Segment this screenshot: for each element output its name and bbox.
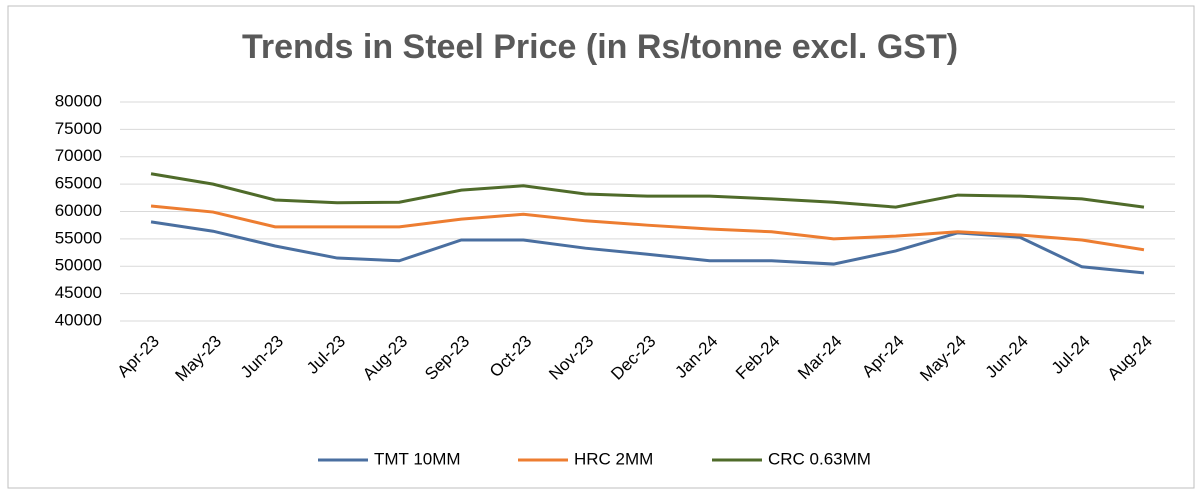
chart-frame [7, 5, 1195, 489]
y-tick-label: 75000 [55, 119, 102, 138]
y-tick-label: 65000 [55, 174, 102, 193]
y-tick-label: 80000 [55, 91, 102, 110]
legend-label: CRC 0.63MM [768, 449, 871, 468]
y-tick-label: 50000 [55, 256, 102, 275]
legend-label: HRC 2MM [574, 449, 653, 468]
line-series [150, 172, 1145, 209]
chart-title: Trends in Steel Price (in Rs/tonne excl.… [242, 28, 958, 66]
y-tick-label: 60000 [55, 201, 102, 220]
line-series [150, 204, 1145, 252]
legend-label: TMT 10MM [374, 449, 461, 468]
y-tick-label: 70000 [55, 146, 102, 165]
y-tick-label: 45000 [55, 283, 102, 302]
y-tick-label: 55000 [55, 228, 102, 247]
y-tick-label: 40000 [55, 310, 102, 329]
